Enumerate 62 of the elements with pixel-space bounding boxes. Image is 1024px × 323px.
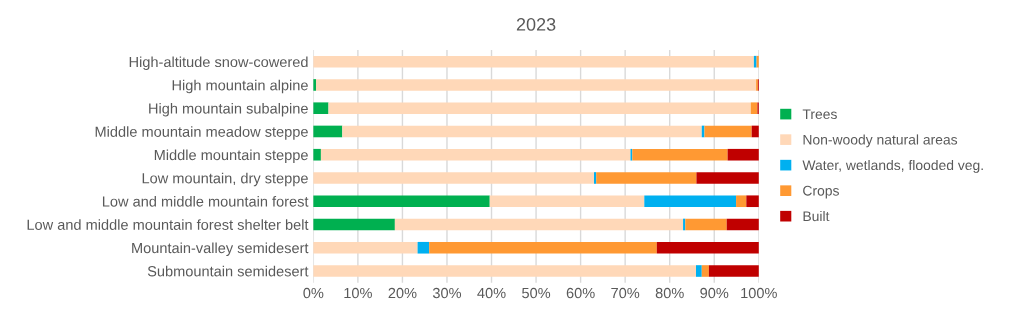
y-tick-label: High-altitude snow-cowered: [129, 56, 308, 70]
bar: [736, 195, 747, 208]
y-tick-label: Middle mountain steppe: [154, 149, 308, 164]
legend-label: Crops: [803, 185, 839, 199]
bar: [313, 172, 594, 184]
legend-label: Built: [803, 210, 830, 222]
x-tick-label: 40%: [477, 287, 506, 299]
bar: [429, 241, 657, 254]
bar: [701, 265, 709, 277]
x-tick-label: 70%: [611, 287, 640, 299]
bar: [596, 172, 697, 184]
bar: [313, 195, 490, 208]
y-tick-label: Low and middle mountain forest shelter belt: [27, 219, 309, 230]
bar: [644, 195, 737, 208]
legend-label: Trees: [802, 109, 837, 120]
bar: [313, 218, 395, 231]
bar: [489, 195, 645, 208]
bar: [316, 79, 757, 91]
y-tick-label: Low mountain, dry steppe: [142, 172, 308, 187]
legend-label: Water, wetlands, flooded veg.: [802, 159, 983, 173]
bar: [313, 241, 418, 254]
x-tick-label: 10%: [344, 287, 372, 299]
x-tick-label: 90%: [700, 287, 729, 299]
bar: [313, 79, 317, 91]
x-tick-label: 60%: [566, 287, 595, 299]
bar: [313, 102, 329, 115]
x-tick-label: 80%: [655, 287, 684, 299]
legend-label: Non-woody natural areas: [803, 134, 958, 148]
bar: [656, 241, 759, 254]
bar: [313, 125, 343, 138]
x-tick-label: 20%: [388, 287, 417, 299]
bar: [695, 265, 702, 277]
bar: [685, 218, 727, 231]
bar: [342, 125, 702, 138]
y-tick-label: Submountain semidesert: [147, 265, 309, 277]
bar: [746, 195, 759, 208]
bar: [632, 148, 728, 161]
bar: [708, 265, 759, 277]
y-tick-label: High mountain alpine: [172, 79, 308, 94]
y-tick-label: Low and middle mountain forest: [102, 195, 309, 207]
x-tick-label: 30%: [432, 287, 462, 299]
y-tick-label: Middle mountain meadow steppe: [95, 126, 308, 140]
x-tick-label: 0%: [303, 287, 324, 299]
bar: [593, 172, 597, 184]
bar: [320, 148, 631, 161]
bar: [328, 102, 751, 115]
bar: [313, 148, 321, 161]
bar: [727, 148, 759, 161]
bar: [313, 55, 754, 68]
bar: [750, 102, 758, 115]
bar: [696, 172, 759, 184]
y-tick-label: High mountain subalpine: [149, 102, 308, 117]
bar: [751, 125, 759, 138]
bar: [394, 218, 684, 231]
y-tick-label: Mountain-valley semidesert: [132, 242, 309, 257]
chart-title: 2023: [516, 18, 556, 31]
x-tick-label: 50%: [522, 287, 551, 299]
bar: [726, 218, 759, 231]
x-tick-label: 100%: [741, 287, 777, 299]
bar: [313, 265, 696, 277]
bar: [417, 241, 430, 254]
bar: [704, 125, 752, 138]
